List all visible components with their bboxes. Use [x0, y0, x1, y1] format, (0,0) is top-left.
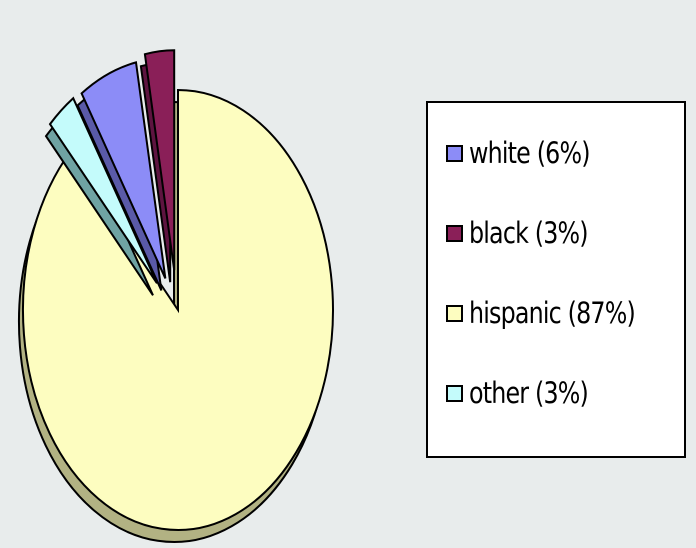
legend-item-other: other (3%) [446, 376, 614, 410]
pie-slice-black [143, 49, 176, 271]
legend-swatch-other [446, 384, 463, 402]
legend-label-black: black (3%) [469, 216, 589, 250]
legend-swatch-hispanic [446, 304, 463, 322]
legend: white (6%) black (3%) hispanic (87%) oth… [426, 101, 686, 458]
pie-slice-white [80, 61, 167, 279]
legend-label-other: other (3%) [469, 376, 589, 410]
legend-swatch-white [446, 144, 463, 162]
legend-swatch-black [446, 224, 463, 242]
pie-slices [18, 49, 334, 543]
legend-label-hispanic: hispanic (87%) [469, 296, 636, 330]
legend-label-white: white (6%) [469, 136, 591, 170]
pie-slice-other [48, 96, 158, 284]
legend-item-white: white (6%) [446, 136, 616, 170]
legend-item-hispanic: hispanic (87%) [446, 296, 671, 330]
legend-item-black: black (3%) [446, 216, 614, 250]
